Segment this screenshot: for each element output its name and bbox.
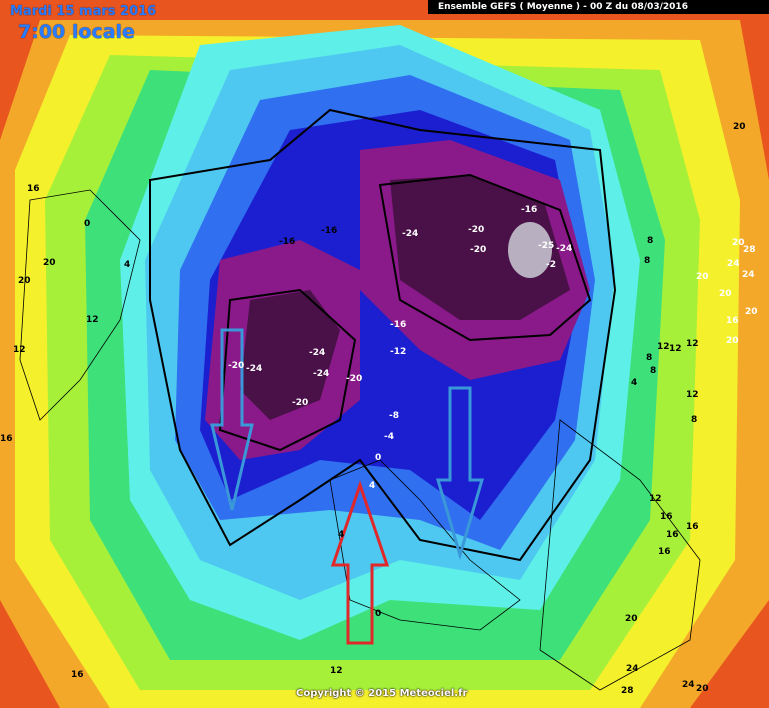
band-coldest-core [508,222,552,278]
contour-label: -4 [384,432,394,442]
contour-label: 16 [71,670,84,680]
contour-label: 4 [124,260,131,270]
contour-label: -16 [390,320,407,330]
contour-label: 20 [733,122,746,132]
contour-label: 12 [686,390,699,400]
contour-label: 24 [626,664,639,674]
contour-label: 0 [375,453,382,463]
contour-label: -12 [390,347,407,357]
map-date: Mardi 15 mars 2016 [10,4,157,19]
contour-label: 28 [621,686,634,696]
contour-label: -25 [538,241,555,251]
contour-label: -20 [292,398,309,408]
contour-label: -2 [546,260,556,270]
band-very-cold-west [240,290,340,420]
contour-label: -16 [279,237,296,247]
contour-label: -20 [468,225,485,235]
contour-label: -20 [228,361,245,371]
band-very-cold-east [390,175,570,320]
contour-label: -24 [309,348,326,358]
contour-label: 20 [732,238,745,248]
contour-label: 0 [375,609,382,619]
contour-label: -24 [246,364,263,374]
contour-label: 8 [644,256,651,266]
contour-label: 20 [625,614,638,624]
contour-label: 12 [86,315,99,325]
contour-label: 20 [719,289,732,299]
contour-label: 8 [650,366,657,376]
contour-label: 16 [658,547,671,557]
coastline-north-america [19,189,141,421]
isotherm-minus-16-west [218,288,357,452]
warm-air-arrow [330,480,390,645]
contour-label: 20 [43,258,56,268]
contour-label: 16 [666,530,679,540]
contour-label: 8 [646,353,653,363]
contour-label: 24 [742,270,755,280]
contour-label: -8 [389,411,399,421]
contour-label: 20 [696,272,709,282]
contour-label: 12 [13,345,26,355]
contour-label: 12 [330,666,343,676]
contour-label: 8 [647,236,654,246]
model-info: Ensemble GEFS ( Moyenne ) - 00 Z du 08/0… [428,0,769,14]
contour-label: 24 [727,259,740,269]
contour-label: -24 [556,244,573,254]
contour-label: -20 [346,374,363,384]
map-time: 7:00 locale [18,21,135,43]
isotherm-minus-16-east [378,173,592,342]
contour-label: 0 [84,219,91,229]
contour-label: -24 [402,229,419,239]
contour-label: -20 [470,245,487,255]
contour-label: 20 [726,336,739,346]
contour-label: 4 [369,481,376,491]
isotherm-zero [149,108,617,562]
contour-label: 12 [686,339,699,349]
contour-label: 16 [0,434,13,444]
contour-label: -16 [521,205,538,215]
contour-label: 12 [669,344,682,354]
contour-label: 20 [696,684,709,694]
cold-air-arrow-west [210,328,254,511]
contour-label: -24 [313,369,330,379]
contour-label: 8 [691,415,698,425]
contour-label: 4 [338,530,345,540]
contour-label: 4 [631,378,638,388]
contour-label: 12 [649,494,662,504]
contour-label: 12 [657,342,670,352]
contour-label: 20 [18,276,31,286]
coastline-europe [329,459,521,631]
contour-label: -16 [321,226,338,236]
contour-label: 16 [686,522,699,532]
contour-label: 16 [726,316,739,326]
copyright-notice: Copyright © 2015 Meteociel.fr [296,688,468,699]
contour-label: 20 [745,307,758,317]
contour-label: 16 [27,184,40,194]
contour-label: 28 [743,245,756,255]
cold-air-arrow-east [435,386,485,561]
contour-label: 16 [660,512,673,522]
contour-label: 24 [682,680,695,690]
coastline-asia [539,419,701,691]
